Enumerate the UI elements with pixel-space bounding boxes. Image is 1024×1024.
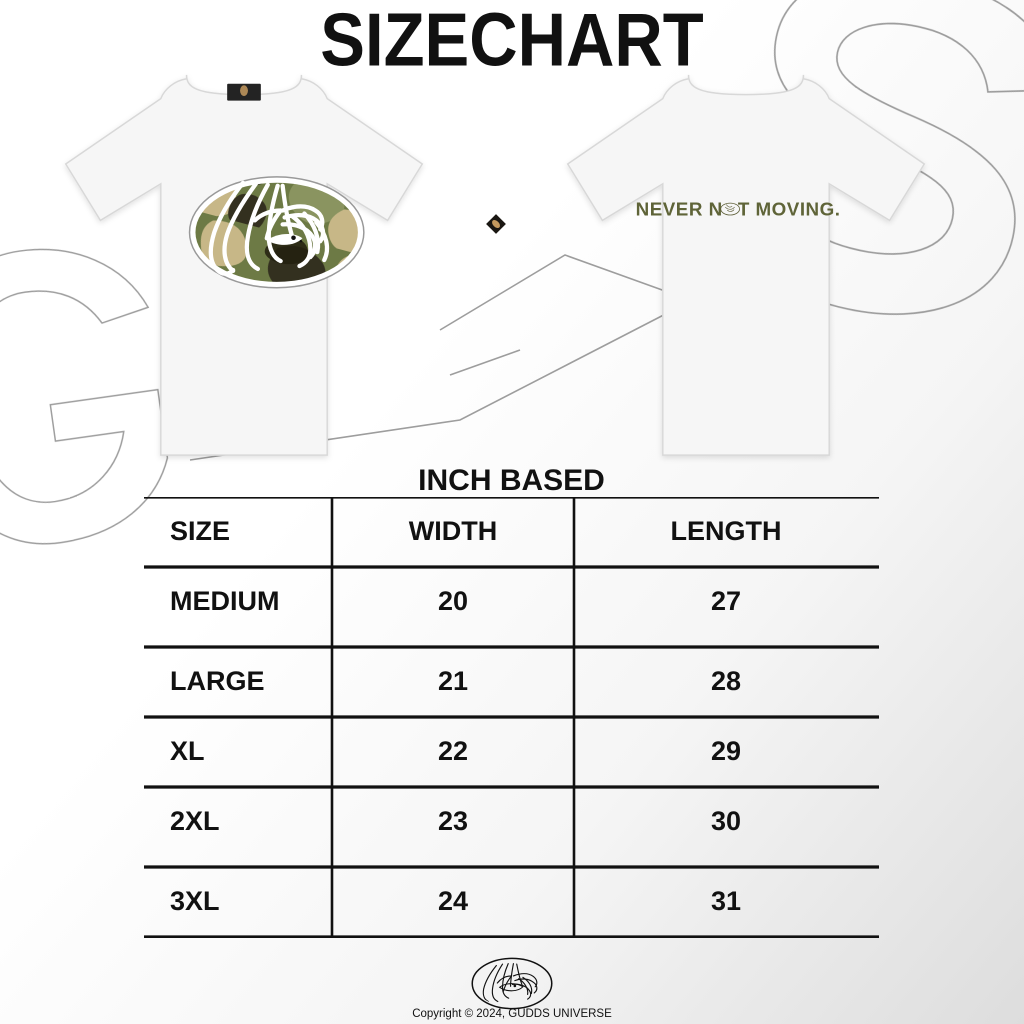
svg-text:28: 28 bbox=[711, 666, 741, 696]
svg-text:29: 29 bbox=[711, 736, 741, 766]
svg-text:2XL: 2XL bbox=[170, 806, 220, 836]
svg-text:31: 31 bbox=[711, 886, 741, 916]
svg-text:22: 22 bbox=[438, 736, 468, 766]
svg-text:NEVER NOT MOVING.: NEVER NOT MOVING. bbox=[636, 198, 841, 219]
svg-text:23: 23 bbox=[438, 806, 468, 836]
svg-text:MEDIUM: MEDIUM bbox=[170, 586, 280, 616]
svg-text:WIDTH: WIDTH bbox=[409, 516, 497, 546]
svg-text:LARGE: LARGE bbox=[170, 666, 265, 696]
svg-text:SIZE: SIZE bbox=[170, 516, 230, 546]
svg-text:XL: XL bbox=[170, 736, 205, 766]
svg-text:24: 24 bbox=[438, 886, 468, 916]
svg-text:21: 21 bbox=[438, 666, 468, 696]
svg-text:3XL: 3XL bbox=[170, 886, 220, 916]
svg-text:27: 27 bbox=[711, 586, 741, 616]
svg-text:LENGTH: LENGTH bbox=[671, 516, 782, 546]
svg-text:20: 20 bbox=[438, 586, 468, 616]
svg-text:30: 30 bbox=[711, 806, 741, 836]
